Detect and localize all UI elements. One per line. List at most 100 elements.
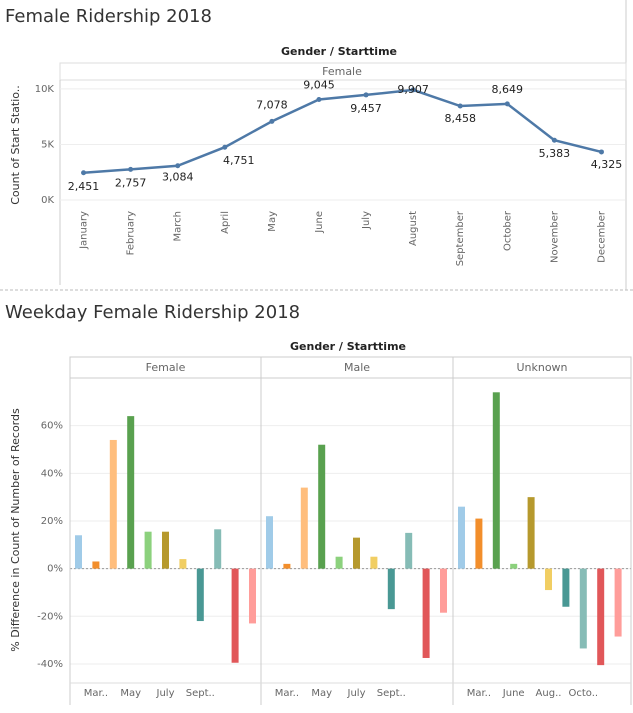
- bar: [300, 487, 308, 569]
- bar: [405, 532, 413, 569]
- bar: [387, 568, 395, 610]
- bar: [335, 556, 343, 569]
- value-label: 4,325: [591, 158, 623, 171]
- x-tick-label: May: [120, 688, 141, 699]
- x-tick-label: April: [220, 211, 231, 234]
- bar: [196, 568, 204, 622]
- y-tick-label: 20%: [41, 516, 63, 527]
- panel-header: Female: [146, 361, 186, 374]
- x-tick-label: May: [267, 211, 278, 232]
- bar: [266, 516, 273, 569]
- value-label: 8,458: [444, 112, 476, 125]
- value-label: 4,751: [223, 154, 255, 167]
- y-tick-label: -20%: [37, 611, 63, 622]
- bar: [458, 506, 465, 569]
- bar: [579, 568, 587, 649]
- point: [363, 92, 369, 98]
- bar: [545, 568, 552, 591]
- x-tick-label: February: [126, 211, 137, 255]
- bar: [422, 568, 430, 658]
- x-tick-label: May: [311, 688, 332, 699]
- y-tick-label: -40%: [37, 659, 63, 670]
- x-tick-label: July: [156, 688, 175, 699]
- bar: [318, 444, 326, 569]
- y-axis-label: Count of Start Statio..: [9, 85, 22, 205]
- point: [222, 144, 228, 150]
- value-label: 2,451: [68, 180, 100, 193]
- value-label: 5,383: [539, 147, 571, 160]
- panel-header: Female: [322, 65, 362, 78]
- value-label: 2,757: [115, 176, 147, 189]
- point: [410, 87, 416, 93]
- panel-header-bg: [59, 62, 627, 81]
- y-tick-label: 60%: [41, 421, 63, 432]
- point: [316, 97, 322, 102]
- x-tick-label: Aug..: [536, 688, 562, 699]
- bar: [562, 568, 570, 607]
- panel-header-bg: [452, 356, 632, 379]
- x-tick-label: Mar..: [467, 688, 491, 699]
- bar: [353, 537, 360, 569]
- bar: [179, 559, 187, 569]
- bar: [249, 568, 256, 624]
- x-tick-label: November: [549, 210, 560, 263]
- x-tick-label: June: [314, 211, 325, 234]
- x-tick-label: Sept..: [186, 688, 215, 699]
- bar: [162, 531, 169, 569]
- x-tick-label: December: [596, 210, 607, 263]
- bar: [370, 556, 378, 569]
- x-tick-label: Sept..: [377, 688, 406, 699]
- panel-header: Unknown: [516, 361, 567, 374]
- bar: [492, 392, 500, 569]
- chart-title: Weekday Female Ridership 2018: [5, 302, 300, 323]
- x-tick-label: Mar..: [84, 688, 108, 699]
- bar: [92, 561, 100, 569]
- y-tick-label: 10K: [35, 84, 55, 95]
- y-axis-label: % Difference in Count of Number of Recor…: [9, 408, 22, 652]
- x-tick-label: July: [361, 211, 372, 230]
- value-label: 9,907: [397, 83, 429, 96]
- bar: [109, 439, 117, 569]
- bar: [440, 568, 447, 613]
- line: [83, 88, 602, 175]
- value-label: 7,078: [256, 98, 288, 111]
- bar: [144, 531, 152, 569]
- bar: [214, 529, 222, 569]
- y-tick-label: 0K: [41, 195, 54, 206]
- value-label: 9,045: [303, 79, 335, 92]
- x-tick-label: June: [502, 688, 525, 699]
- y-tick-label: 5K: [41, 139, 54, 150]
- bar: [75, 535, 82, 569]
- x-tick-label: Octo..: [569, 688, 599, 699]
- point: [504, 101, 510, 107]
- bar: [231, 568, 239, 663]
- value-label: 3,084: [162, 171, 194, 184]
- x-tick-label: July: [347, 688, 366, 699]
- point: [457, 103, 463, 109]
- x-tick-label: October: [502, 210, 513, 251]
- point: [128, 166, 134, 172]
- x-tick-label: September: [455, 210, 466, 266]
- point: [598, 149, 604, 155]
- value-label: 8,649: [492, 83, 524, 96]
- x-tick-label: March: [173, 211, 184, 241]
- bar: [527, 497, 535, 569]
- x-tick-label: August: [408, 211, 419, 246]
- point: [175, 163, 181, 169]
- y-tick-label: 0%: [47, 564, 63, 575]
- bar: [510, 563, 518, 569]
- bar: [127, 416, 135, 569]
- point: [81, 170, 87, 176]
- y-tick-label: 40%: [41, 468, 63, 479]
- header: Gender / Starttime: [290, 340, 406, 353]
- bar: [475, 518, 483, 569]
- value-label: 9,457: [350, 102, 382, 115]
- bar: [614, 568, 622, 637]
- x-tick-label: Mar..: [275, 688, 299, 699]
- header: Gender / Starttime: [281, 45, 397, 58]
- point: [551, 137, 557, 143]
- x-tick-label: January: [79, 211, 90, 250]
- bar: [597, 568, 605, 666]
- bar: [283, 563, 291, 569]
